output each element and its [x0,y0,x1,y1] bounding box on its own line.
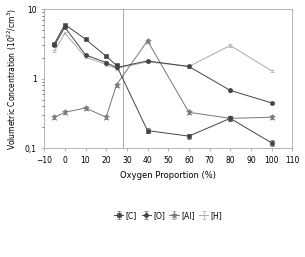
Y-axis label: Volumetric Concentration (10$^{22}$/cm$^3$): Volumetric Concentration (10$^{22}$/cm$^… [5,8,19,150]
Legend: [C], [O], [Al], [H]: [C], [O], [Al], [H] [114,211,222,220]
X-axis label: Oxygen Proportion (%): Oxygen Proportion (%) [120,171,216,180]
